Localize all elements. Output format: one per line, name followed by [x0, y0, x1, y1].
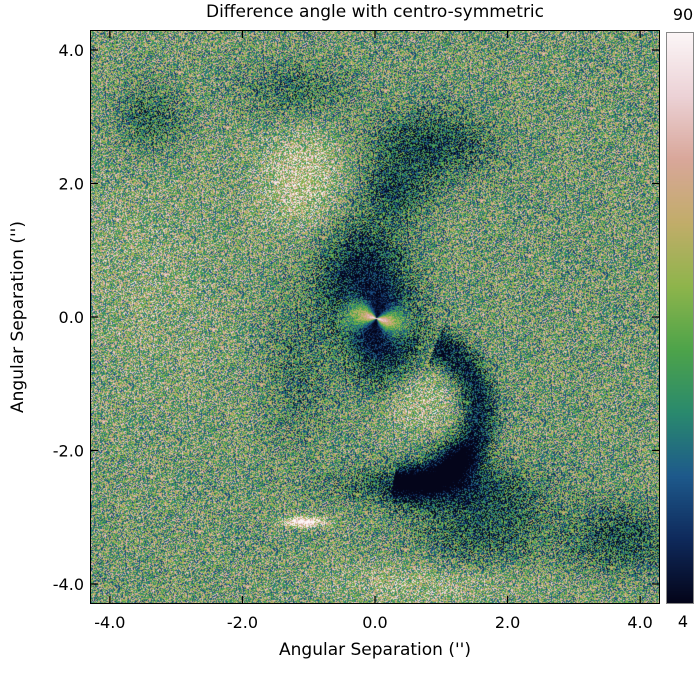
x-tick-label: 4.0	[627, 613, 652, 632]
colorbar-max-label: 90	[672, 5, 694, 24]
heatmap-image	[91, 31, 659, 603]
colorbar-gradient	[667, 33, 693, 603]
y-tick-label: 4.0	[59, 41, 84, 60]
chart-title: Difference angle with centro-symmetric	[205, 2, 545, 22]
y-tick-label: -4.0	[53, 575, 84, 594]
plot-area	[90, 30, 660, 604]
y-tick-label: -2.0	[53, 441, 84, 460]
x-axis-label: Angular Separation ('')	[279, 640, 471, 660]
x-tick-label: 2.0	[495, 613, 520, 632]
y-tick-label: 2.0	[59, 175, 84, 194]
colorbar-min-label: 4	[677, 612, 689, 631]
y-tick-label: 0.0	[59, 308, 84, 327]
colorbar	[666, 32, 694, 604]
x-tick-label: -4.0	[94, 613, 125, 632]
x-tick-label: 0.0	[362, 613, 387, 632]
x-tick-label: -2.0	[227, 613, 258, 632]
